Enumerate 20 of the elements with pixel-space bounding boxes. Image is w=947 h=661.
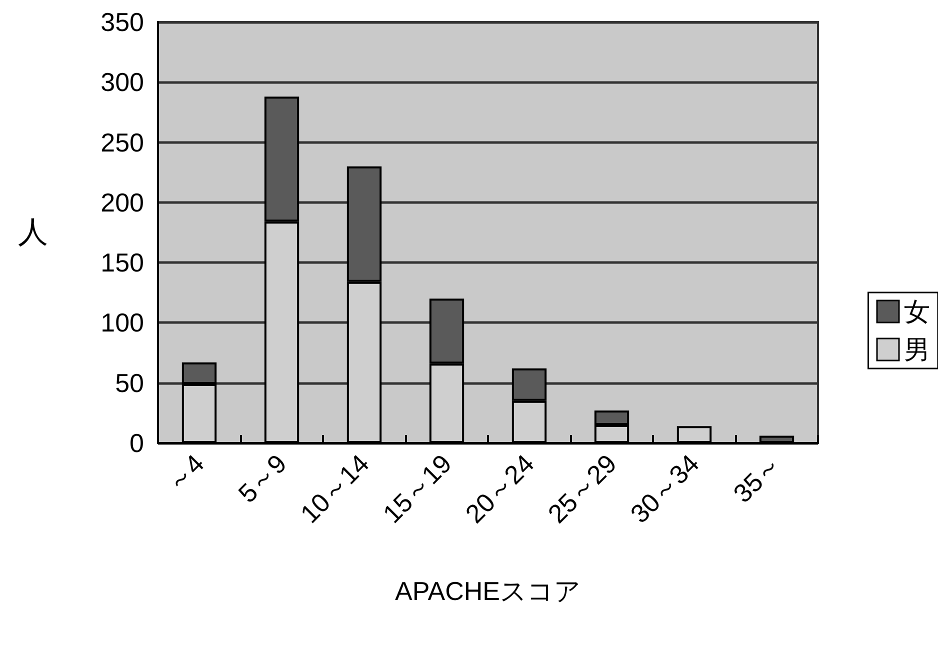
- x-tick-label: 30～34: [624, 448, 705, 529]
- y-tick-label: 0: [130, 428, 144, 458]
- x-tick-label: 5～9: [232, 448, 292, 508]
- x-tick-label: 35～: [727, 448, 788, 508]
- x-tick-label: 15～19: [376, 448, 458, 529]
- y-tick-label: 200: [100, 187, 144, 218]
- y-tick-label: 350: [100, 7, 144, 37]
- x-axis-title: APACHEスコア: [395, 576, 581, 606]
- y-tick-label: 50: [115, 368, 144, 398]
- y-tick-label: 150: [100, 248, 144, 278]
- y-tick-label: 250: [100, 127, 144, 158]
- x-tick-label: 10～14: [294, 448, 375, 529]
- x-tick-label: 25～29: [542, 448, 622, 529]
- y-tick-label: 100: [100, 308, 144, 338]
- legend-label: 男: [904, 334, 930, 364]
- legend-label: 女: [904, 296, 930, 326]
- y-tick-label: 300: [100, 67, 144, 98]
- x-tick-label: ～4: [160, 448, 210, 498]
- x-tick-label: 20～24: [459, 448, 540, 529]
- y-axis-title: 人: [18, 216, 48, 249]
